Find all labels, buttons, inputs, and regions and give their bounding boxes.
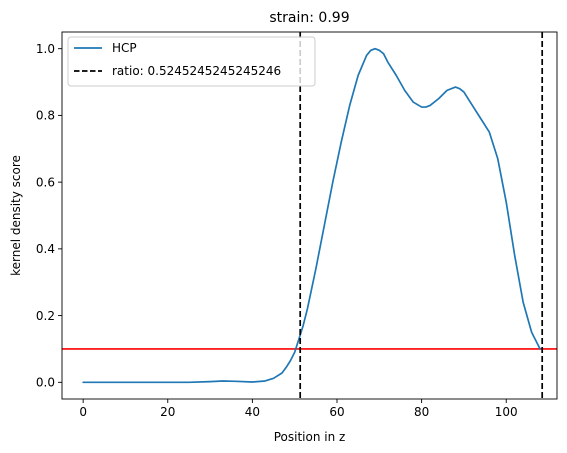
y-tick-label: 1.0	[36, 42, 55, 56]
x-tick-label: 0	[79, 405, 87, 419]
legend: HCP ratio: 0.5245245245245246	[67, 36, 316, 87]
ticks: 0 20 40 60 80 100 0.0 0.2 0.4 0.6 0.8 1.0	[36, 42, 518, 419]
legend-box	[67, 36, 316, 87]
x-tick-label: 20	[160, 405, 175, 419]
chart-title: strain: 0.99	[269, 10, 349, 26]
y-tick-label: 0.6	[36, 175, 55, 189]
plot-area	[62, 32, 557, 399]
series-line-hcp	[82, 47, 541, 384]
y-tick-label: 0.8	[36, 109, 55, 123]
legend-label-ratio: ratio: 0.5245245245245246	[112, 64, 281, 78]
x-axis-label: Position in z	[274, 430, 346, 444]
x-tick-label: 60	[329, 405, 344, 419]
y-tick-label: 0.0	[36, 376, 55, 390]
y-axis-label: kernel density score	[9, 155, 23, 276]
x-tick-label: 40	[245, 405, 260, 419]
y-tick-label: 0.2	[36, 309, 55, 323]
x-tick-label: 80	[414, 405, 429, 419]
legend-label-hcp: HCP	[112, 41, 137, 55]
y-tick-label: 0.4	[36, 242, 55, 256]
axes-frame	[61, 31, 558, 400]
x-tick-label: 100	[495, 405, 518, 419]
plot-content	[62, 32, 557, 399]
